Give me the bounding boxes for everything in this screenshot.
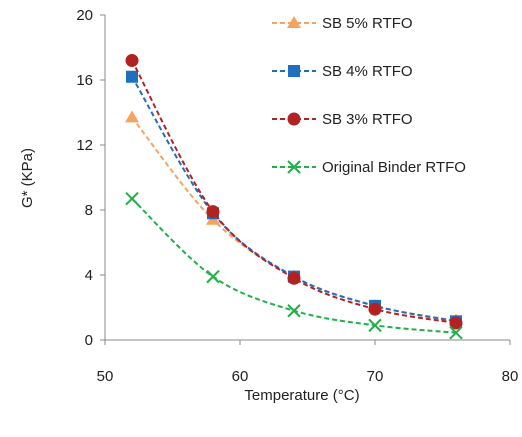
legend-item: SB 5% RTFO [272, 15, 413, 32]
data-point [287, 304, 301, 318]
legend: SB 5% RTFO SB 4% RTFO SB 3% RTFO Original B… [272, 15, 466, 176]
data-point [368, 318, 382, 333]
data-point [206, 269, 220, 284]
marker-stroke [287, 304, 301, 318]
legend-item: Original Binder RTFO [272, 159, 466, 176]
data-point [287, 271, 301, 285]
y-tick-label: 16 [76, 72, 93, 89]
y-tick-label: 8 [85, 202, 93, 219]
series-3 [125, 191, 463, 340]
y-tick-label: 0 [85, 332, 93, 349]
y-tick-label: 4 [85, 267, 93, 284]
y-ticks: 0 4 8 12 16 20 [76, 7, 105, 349]
data-point [206, 205, 220, 219]
marker-stroke [206, 269, 220, 284]
legend-marker [287, 160, 301, 174]
data-point [125, 54, 139, 67]
legend-marker [287, 16, 301, 28]
x-tick-label: 80 [502, 368, 519, 385]
data-point [126, 70, 138, 83]
marker-stroke [368, 318, 382, 333]
legend-marker [288, 65, 300, 77]
data-point [125, 110, 139, 123]
series-line [131, 197, 457, 334]
x-tick-label: 50 [97, 368, 114, 385]
data-point [368, 302, 382, 316]
legend-item: SB 3% RTFO [272, 111, 413, 128]
series-line [131, 116, 457, 322]
x-tick-label: 60 [232, 368, 249, 385]
axes [104, 15, 510, 341]
data-point [449, 325, 463, 340]
y-tick-label: 12 [76, 137, 93, 154]
legend-label: SB 3% RTFO [322, 111, 413, 128]
series-1 [126, 70, 462, 328]
marker-stroke [287, 160, 301, 174]
legend-item: SB 4% RTFO [272, 63, 413, 80]
series-line [131, 76, 457, 323]
series-line [131, 60, 457, 324]
x-ticks: 50 60 70 80 [97, 340, 519, 385]
marker-stroke [125, 191, 139, 206]
legend-marker [287, 112, 301, 126]
series-0 [125, 110, 463, 326]
data-point [125, 191, 139, 206]
x-axis-title: Temperature (°C) [244, 387, 359, 404]
data-point [449, 316, 463, 330]
legend-label: SB 5% RTFO [322, 15, 413, 32]
series-layer [125, 54, 463, 340]
x-tick-label: 70 [367, 368, 384, 385]
series-2 [125, 54, 463, 330]
legend-label: SB 4% RTFO [322, 63, 413, 80]
y-tick-label: 20 [76, 7, 93, 24]
marker-stroke [449, 325, 463, 340]
y-axis-title: G* (KPa) [19, 148, 36, 208]
legend-label: Original Binder RTFO [322, 159, 466, 176]
